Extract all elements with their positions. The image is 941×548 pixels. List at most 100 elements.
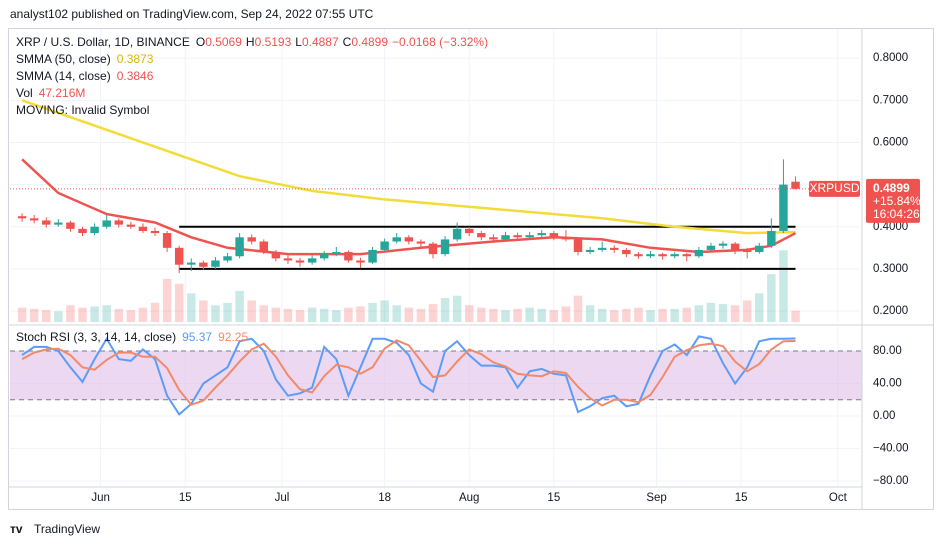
candle-body <box>332 252 341 255</box>
candle-body <box>513 235 522 238</box>
volume-bar <box>66 305 75 322</box>
volume-bar <box>622 308 631 322</box>
series-name: SMMA (14, close) <box>16 69 111 83</box>
candle-body <box>174 247 184 265</box>
candle-body <box>682 254 691 257</box>
candle-body <box>742 249 752 253</box>
o-label: O <box>196 35 205 49</box>
candle-body <box>356 260 365 263</box>
h-value: 0.5193 <box>255 35 292 49</box>
candle-body <box>307 258 317 263</box>
volume-bar <box>42 310 51 322</box>
x-tick-label: Oct <box>829 492 848 504</box>
symbol-tag: XRPUSD <box>809 181 859 195</box>
candle-body <box>344 252 353 261</box>
y-tick-label: 0.3000 <box>873 263 908 275</box>
volume-bar <box>356 306 365 322</box>
candle-body <box>295 260 305 263</box>
candle-body <box>102 220 111 227</box>
x-tick-label: 15 <box>735 492 748 504</box>
candle-body <box>706 245 716 250</box>
volume-bar <box>501 310 510 322</box>
volume-bar <box>452 295 462 322</box>
legend-sma50: SMMA (50, close) 0.3873 <box>16 52 154 66</box>
volume-bar <box>658 308 667 322</box>
candle-body <box>247 237 256 242</box>
candle-body <box>694 249 704 257</box>
series-value: 0.3873 <box>117 52 154 66</box>
line <box>21 99 796 235</box>
k-value: 95.37 <box>182 330 212 344</box>
candle-body <box>138 226 148 231</box>
volume-bar <box>211 305 220 322</box>
candle-body <box>17 216 27 219</box>
volume-bar <box>561 306 571 322</box>
legend-main: XRP / U.S. Dollar, 1D, BINANCE O0.5069 H0.… <box>16 35 488 49</box>
volume-bar <box>150 302 160 322</box>
title: XRP / U.S. Dollar, 1D, BINANCE <box>16 35 190 49</box>
candle-body <box>489 237 498 240</box>
countdown: 16:04:26 <box>873 207 920 221</box>
x-tick-label: 15 <box>547 492 560 504</box>
volume-bar <box>114 308 123 322</box>
volume-bar <box>416 308 426 322</box>
volume-bar <box>102 305 111 322</box>
price-tag-bg <box>866 178 920 223</box>
volume-bar <box>610 310 619 322</box>
candle-body <box>646 254 655 257</box>
volume-bar <box>646 310 655 322</box>
candle-body <box>283 258 293 261</box>
candle-body <box>767 230 776 246</box>
volume-bar <box>17 307 27 322</box>
volume-bar <box>319 308 329 322</box>
volume-bar <box>247 300 256 322</box>
candle-body <box>585 249 595 253</box>
candle-body <box>380 241 389 250</box>
candle-body <box>199 262 208 267</box>
candle-body <box>428 243 438 255</box>
volume-bar <box>174 283 184 322</box>
y-tick-label: 0.00 <box>873 410 895 422</box>
volume-bar <box>271 307 281 322</box>
l-label: L <box>295 35 302 49</box>
series-value: 0.3846 <box>117 69 154 83</box>
price-change: +15.84% <box>873 194 921 208</box>
candle-body <box>537 233 546 236</box>
l-value: 0.4887 <box>302 35 339 49</box>
volume-bar <box>78 307 87 322</box>
volume-bar <box>477 307 486 322</box>
legend-stoch: Stoch RSI (3, 3, 14, 14, close) 95.37 92.2… <box>16 330 248 344</box>
y-tick-label: 80.00 <box>873 345 902 357</box>
c-label: C <box>343 35 352 49</box>
header: analyst102 published on TradingView.com,… <box>10 7 374 21</box>
volume-bar <box>259 305 269 322</box>
o-value: 0.5069 <box>205 35 242 49</box>
volume-bar <box>525 307 534 322</box>
symbol-tag-bg <box>809 180 860 197</box>
annotation: MOVING: Invalid Symbol <box>16 103 149 117</box>
volume-bar <box>791 310 800 322</box>
d-value: 92.25 <box>218 330 248 344</box>
candle-body <box>658 254 667 257</box>
candle-body <box>223 256 232 261</box>
candle-body <box>525 235 534 238</box>
candle-body <box>755 245 764 253</box>
candle-body <box>162 233 172 248</box>
candle-body <box>779 184 788 231</box>
volume-bar <box>223 302 232 322</box>
candle-body <box>452 228 462 240</box>
candle-body <box>259 241 269 253</box>
volume-bar <box>706 302 716 322</box>
volume-bar <box>199 300 208 322</box>
volume-bar <box>694 305 704 322</box>
candle-body <box>573 239 583 253</box>
volume-bar <box>755 293 764 322</box>
candle-body <box>634 254 643 257</box>
series-name: SMMA (50, close) <box>16 52 111 66</box>
line <box>21 158 797 256</box>
volume-bar <box>730 305 740 322</box>
candle-body <box>670 254 679 257</box>
y-tick-label: 0.4000 <box>873 221 908 233</box>
h-label: H <box>246 35 255 49</box>
candle-body <box>126 224 136 227</box>
